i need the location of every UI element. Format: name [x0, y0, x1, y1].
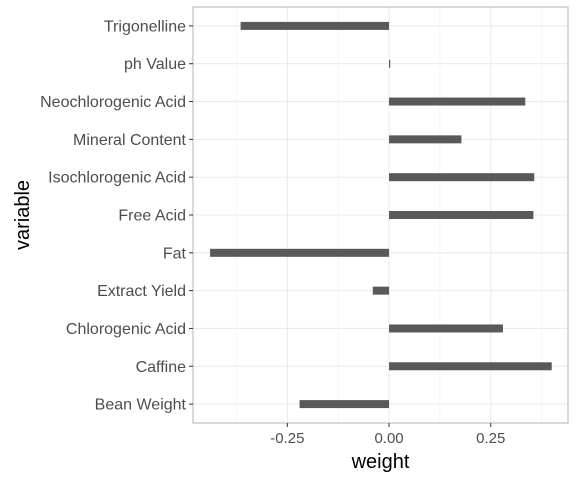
- bar-caffine: [389, 362, 552, 371]
- y-tick-label: Mineral Content: [73, 132, 187, 149]
- bar-mineral-content: [389, 135, 462, 144]
- axis-layer: Bean Weight Caffine Chlorogenic Acid Extrac…: [40, 18, 505, 447]
- y-tick-label: ph Value: [124, 56, 186, 73]
- bar-free-acid: [389, 211, 534, 219]
- x-axis-title: weight: [351, 451, 410, 473]
- bar-isochlorogenic-acid: [389, 173, 535, 182]
- y-tick-label: Bean Weight: [95, 397, 187, 414]
- x-tick-label: -0.25: [270, 430, 304, 447]
- y-tick-label: Neochlorogenic Acid: [40, 94, 186, 111]
- bar-chlorogenic-acid: [389, 324, 503, 333]
- bar-fat: [210, 248, 390, 257]
- y-tick-label: Free Acid: [118, 208, 186, 225]
- bar-layer: [210, 21, 552, 409]
- bar-bean-weight: [299, 400, 390, 409]
- y-tick-label: Caffine: [136, 359, 187, 376]
- bar-trigonelline: [240, 21, 390, 30]
- bar-ph-value: [389, 59, 391, 68]
- y-tick-label: Extract Yield: [97, 283, 186, 300]
- y-tick-label: Fat: [163, 245, 187, 262]
- bar-extract-yield: [372, 286, 390, 295]
- x-tick-label: 0.00: [374, 430, 403, 447]
- y-tick-label: Isochlorogenic Acid: [48, 170, 186, 187]
- y-axis-title: variable: [12, 180, 34, 250]
- x-tick-label: 0.25: [476, 430, 505, 447]
- y-tick-label: Trigonelline: [104, 18, 186, 35]
- y-tick-label: Chlorogenic Acid: [66, 321, 186, 338]
- bar-neochlorogenic-acid: [389, 97, 526, 106]
